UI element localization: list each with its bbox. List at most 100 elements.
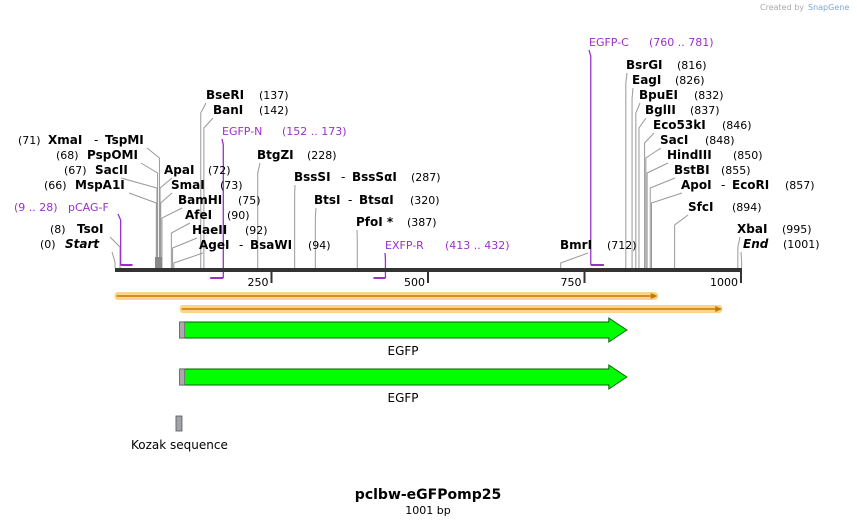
enzyme-btsi[interactable]: BtsI xyxy=(314,193,341,207)
enzyme-pos: (8) xyxy=(50,223,66,236)
enzyme-bglii[interactable]: BglII xyxy=(645,103,676,117)
enzyme-pos: (857) xyxy=(785,179,815,192)
enzyme-bpuei[interactable]: BpuEI xyxy=(639,88,678,102)
enzyme-apai[interactable]: ApaI xyxy=(164,163,194,177)
primer-range: (9 .. 28) xyxy=(14,201,58,214)
enzyme-bani[interactable]: BanI xyxy=(213,103,243,117)
enzyme-sacii[interactable]: SacII xyxy=(95,163,128,177)
enzyme-pos: (1001) xyxy=(783,238,820,251)
sequence-start-label: Start xyxy=(65,237,100,251)
leader-line-sfci xyxy=(674,214,689,268)
leader-line-bglii xyxy=(638,117,647,268)
enzyme-hindiii[interactable]: HindIII xyxy=(667,148,712,162)
enzyme-mspa1i[interactable]: MspA1I xyxy=(75,178,125,192)
leader-line-mspa1i xyxy=(128,192,157,268)
enzyme-pspomi[interactable]: PspOMI xyxy=(87,148,138,162)
enzyme-bseri[interactable]: BseRI xyxy=(206,88,244,102)
primer-egfp-c[interactable]: EGFP-C xyxy=(589,36,629,49)
enzyme-eagi[interactable]: EagI xyxy=(632,73,661,87)
enzyme-pos: (832) xyxy=(694,89,724,102)
enzyme-xmai[interactable]: XmaI xyxy=(48,133,82,147)
enzyme-bsawi[interactable]: BsaWI xyxy=(250,238,292,252)
enzyme-pos: (850) xyxy=(733,149,763,162)
enzyme-eco53ki[interactable]: Eco53kI xyxy=(653,118,706,132)
orf-track xyxy=(114,292,723,313)
leader-line-bpuei xyxy=(635,102,641,268)
enzyme-pos: (816) xyxy=(677,59,707,72)
leader-line-btgzi xyxy=(257,162,261,268)
enzyme-pos: (837) xyxy=(690,104,720,117)
snapgene-logo: SnapGene xyxy=(808,3,849,12)
feature-kozak xyxy=(175,415,183,432)
enzyme-pos: (73) xyxy=(220,179,243,192)
enzyme-labels-mid: BseRI (137) BanI (142) EGFP-N (152 .. 17… xyxy=(164,88,637,252)
enzyme-bsrgi[interactable]: BsrGI xyxy=(626,58,663,72)
feature-label-egfp: EGFP xyxy=(387,391,418,405)
enzyme-pos: (826) xyxy=(675,74,705,87)
leader-line-eco53ki xyxy=(644,132,655,268)
enzyme-bsssai[interactable]: BssSαI xyxy=(352,170,397,184)
leader-line-apoi xyxy=(650,192,683,268)
enzyme-pos: (68) xyxy=(56,149,79,162)
watermark-prefix: Created by xyxy=(760,3,804,12)
primer-leader-pcag-f xyxy=(117,213,122,265)
enzyme-pos: (137) xyxy=(259,89,289,102)
feature-arrow-egfp-2 xyxy=(179,364,628,390)
enzyme-pos: (72) xyxy=(208,164,231,177)
sequence-end-label: End xyxy=(743,237,769,251)
enzyme-apoi[interactable]: ApoI xyxy=(681,178,712,192)
enzyme-pos: (90) xyxy=(227,209,250,222)
enzyme-haeii[interactable]: HaeII xyxy=(192,223,227,237)
enzyme-xbai[interactable]: XbaI xyxy=(737,222,767,236)
leader-line-afei xyxy=(170,222,191,268)
enzyme-pos: (94) xyxy=(308,239,331,252)
leader-line-saci xyxy=(645,147,662,268)
enzyme-tspmi[interactable]: TspMI xyxy=(105,133,144,147)
enzyme-bmri[interactable]: BmrI xyxy=(560,238,592,252)
primer-egfp-n[interactable]: EGFP-N xyxy=(222,125,262,138)
enzyme-btgzi[interactable]: BtgZI xyxy=(257,148,294,162)
leader-line-xbai xyxy=(737,236,741,268)
separator: - xyxy=(94,133,98,147)
enzyme-pos: (142) xyxy=(259,104,289,117)
enzyme-tsoi[interactable]: TsoI xyxy=(77,222,103,236)
enzyme-afei[interactable]: AfeI xyxy=(185,208,212,222)
backbone-bar xyxy=(115,268,742,272)
enzyme-pos: (75) xyxy=(238,194,261,207)
enzyme-saci[interactable]: SacI xyxy=(660,133,688,147)
enzyme-smai[interactable]: SmaI xyxy=(171,178,205,192)
primer-range: (152 .. 173) xyxy=(282,125,347,138)
enzyme-bsssi[interactable]: BssSI xyxy=(294,170,331,184)
enzyme-agei[interactable]: AgeI xyxy=(199,238,229,252)
enzyme-pos: (71) xyxy=(18,134,41,147)
primer-exfp-r[interactable]: EXFP-R xyxy=(385,239,424,252)
enzyme-pos: (92) xyxy=(245,224,268,237)
enzyme-pos: (846) xyxy=(722,119,752,132)
primer-pcag-f[interactable]: pCAG-F xyxy=(68,201,109,214)
page-title: pclbw-eGFPomp25 xyxy=(355,487,501,503)
orf-arrowhead xyxy=(650,293,658,299)
separator: - xyxy=(721,178,725,192)
primer-leader-egfp-c xyxy=(588,49,592,265)
leader-line-eagi xyxy=(631,87,634,268)
leader-line-haeii xyxy=(172,237,198,268)
enzyme-ecori[interactable]: EcoRI xyxy=(732,178,769,192)
leader-line-btsi xyxy=(314,207,317,268)
enzyme-btsai[interactable]: BtsαI xyxy=(359,193,394,207)
primer-range: (413 .. 432) xyxy=(445,239,510,252)
leader-line-pspomi xyxy=(140,162,159,268)
enzyme-pos: (387) xyxy=(407,216,437,229)
enzyme-pos: (855) xyxy=(721,164,751,177)
enzyme-pos: (848) xyxy=(705,134,735,147)
leader-line-bstbi xyxy=(649,177,676,268)
feature-track xyxy=(175,317,628,432)
enzyme-pos: (287) xyxy=(411,171,441,184)
enzyme-pfoi[interactable]: PfoI * xyxy=(356,215,394,229)
enzyme-pos: (320) xyxy=(410,194,440,207)
separator: - xyxy=(239,238,243,252)
enzyme-sfci[interactable]: SfcI xyxy=(688,200,713,214)
enzyme-bamhi[interactable]: BamHI xyxy=(178,193,222,207)
leader-lines xyxy=(109,49,743,279)
enzyme-bstbi[interactable]: BstBI xyxy=(674,163,710,177)
